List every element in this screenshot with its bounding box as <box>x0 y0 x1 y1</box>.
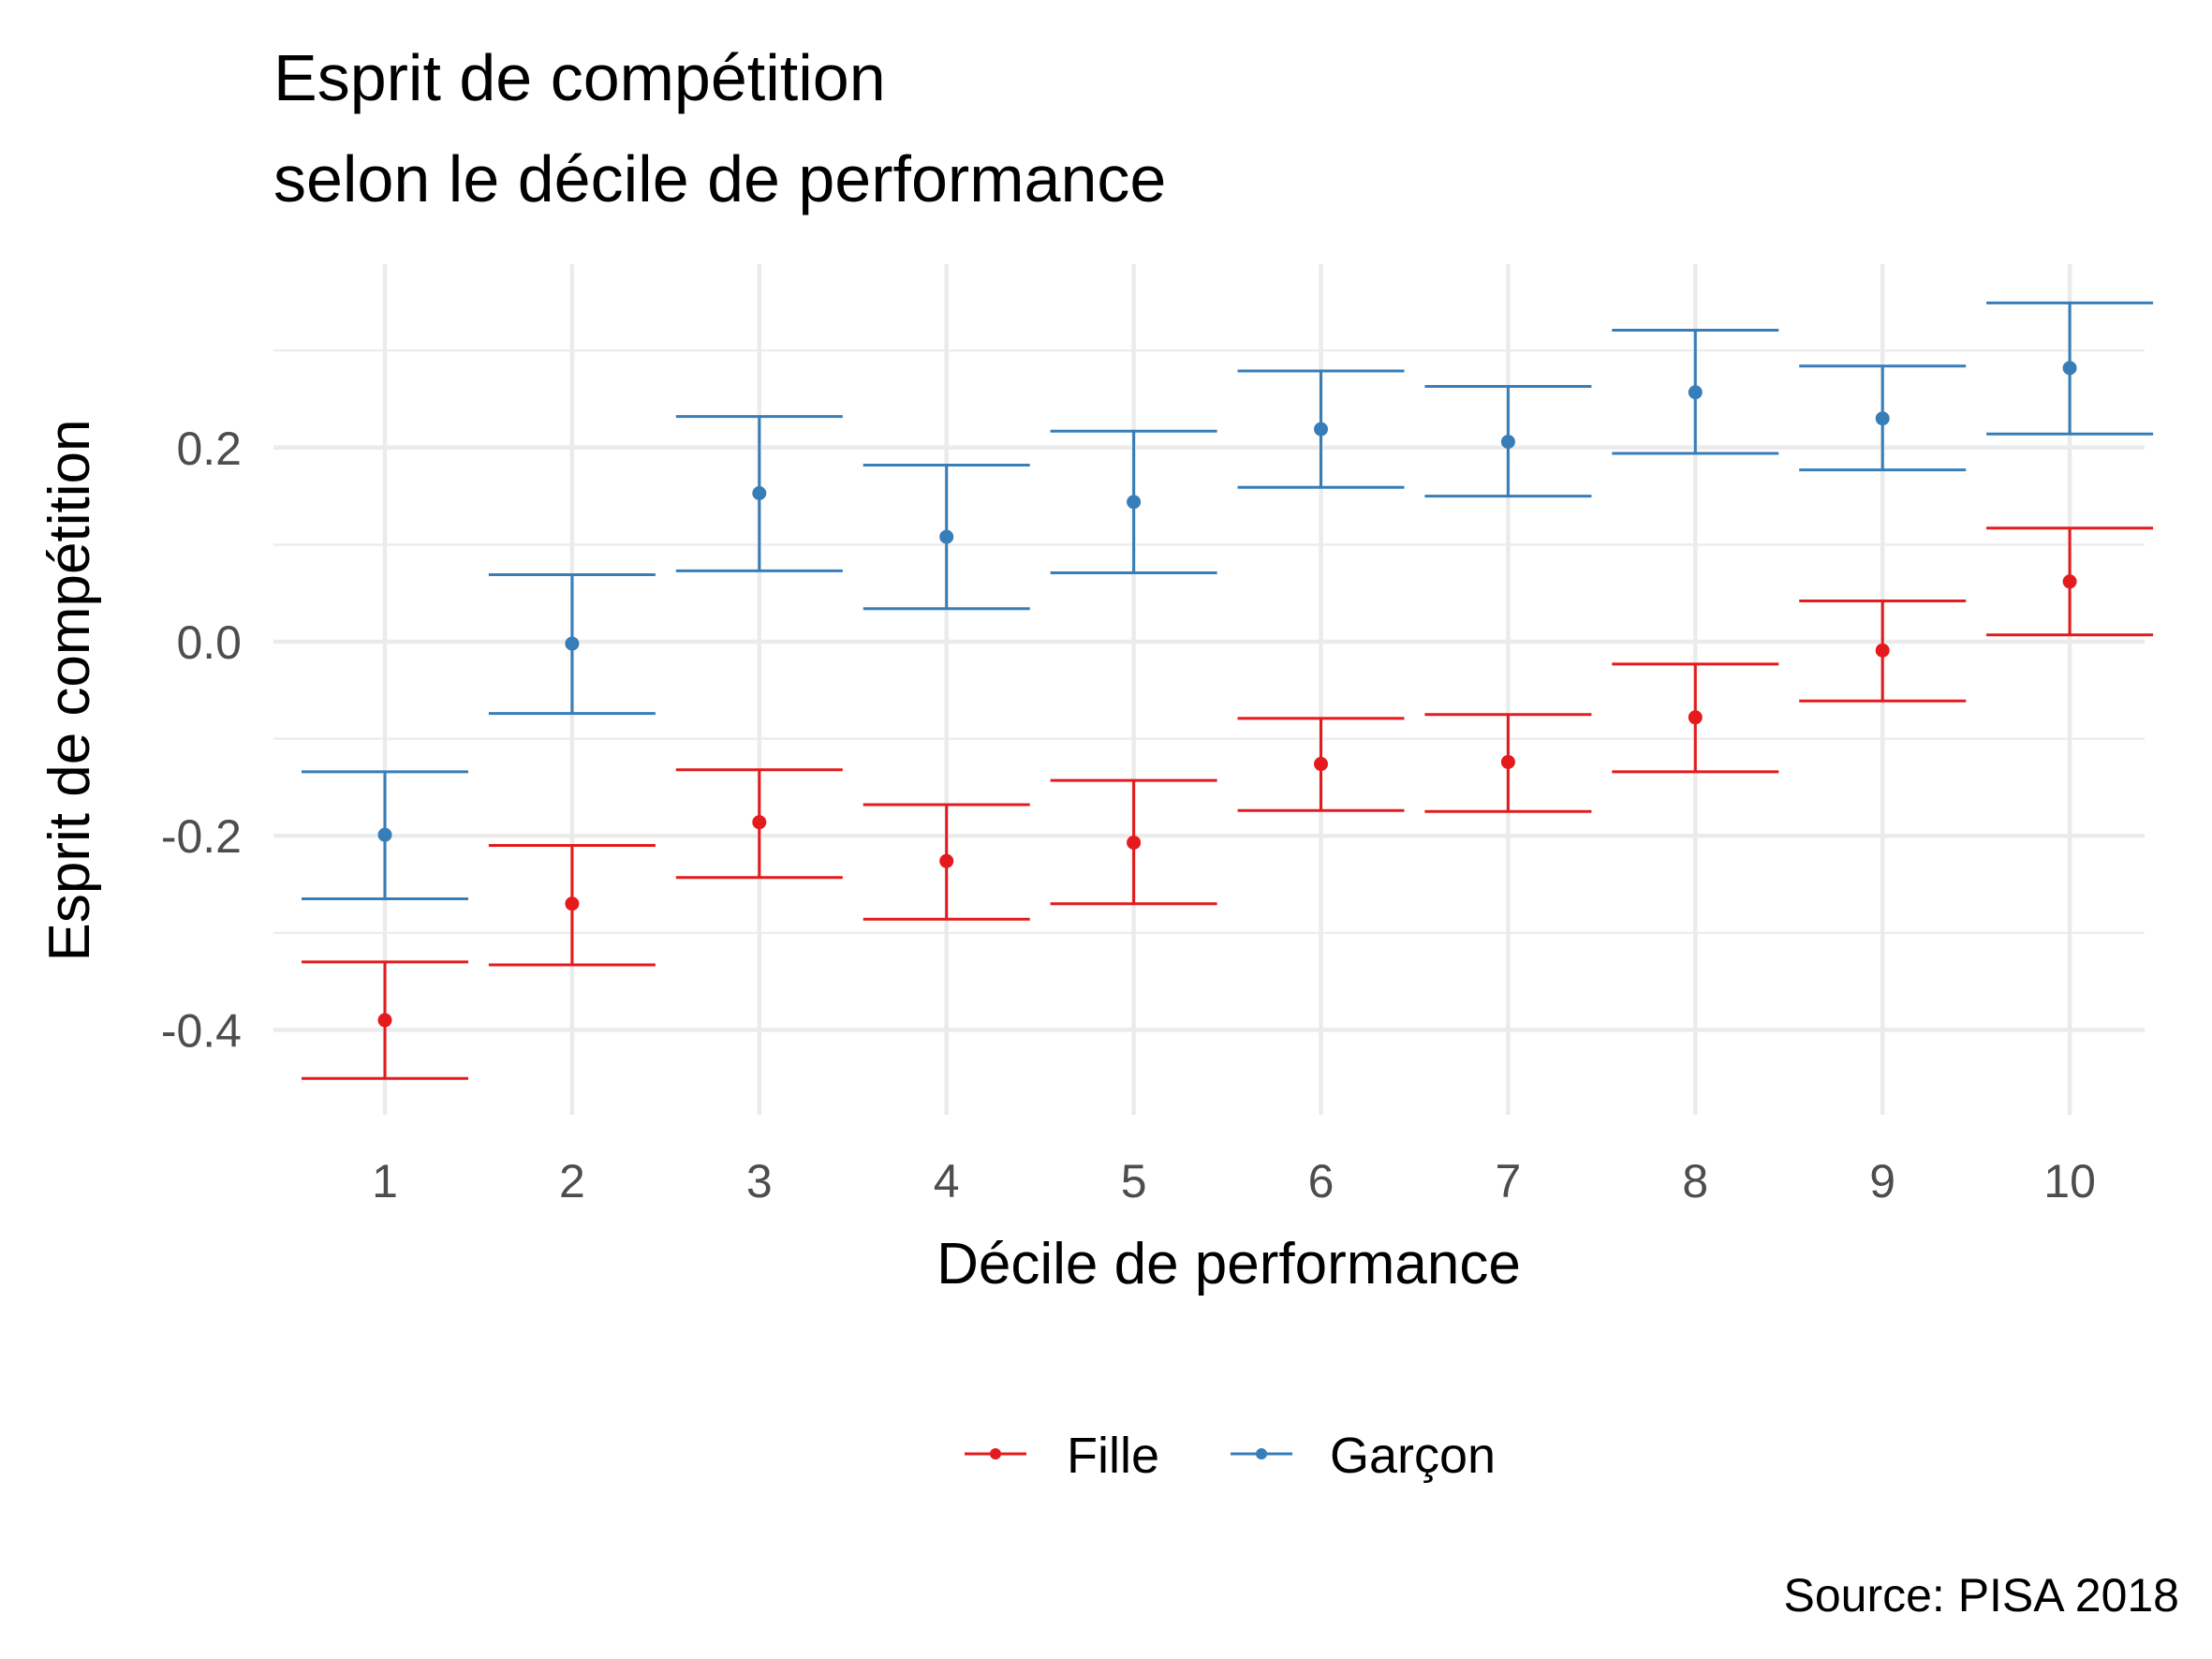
chart-caption: Source: PISA 2018 <box>1783 1569 2179 1622</box>
grid <box>273 264 2145 1115</box>
x-tick-label: 2 <box>559 1155 585 1207</box>
data-point <box>565 636 580 651</box>
legend-item-garcon: Garçon <box>1231 1428 1496 1484</box>
data-point <box>2062 361 2077 376</box>
data-point <box>752 815 767 830</box>
chart-marks <box>302 301 2154 1080</box>
chart-title-line-2: selon le décile de performance <box>273 142 1166 215</box>
x-tick-label: 4 <box>934 1155 960 1207</box>
data-point <box>377 1013 392 1028</box>
y-tick-label: -0.4 <box>161 1004 242 1057</box>
x-tick-label: 5 <box>1121 1155 1147 1207</box>
data-point <box>1127 495 1142 510</box>
data-point <box>1314 422 1328 437</box>
x-tick-label: 1 <box>372 1155 398 1207</box>
y-tick-label: 0.0 <box>176 616 242 669</box>
x-axis-title: Décile de performance <box>936 1232 1521 1296</box>
legend-label-fille: Fille <box>1067 1428 1159 1484</box>
x-tick-label: 9 <box>1869 1155 1895 1207</box>
legend-item-fille: Fille <box>965 1428 1159 1484</box>
data-point <box>1875 643 1890 658</box>
legend-key-point-garcon <box>1256 1448 1267 1459</box>
x-tick-label: 6 <box>1308 1155 1335 1207</box>
data-point <box>1688 385 1703 400</box>
y-tick-label: -0.2 <box>161 810 242 863</box>
legend-label-garcon: Garçon <box>1330 1428 1496 1484</box>
x-tick-label: 3 <box>746 1155 773 1207</box>
legend-key-point-fille <box>990 1448 1001 1459</box>
x-axis-ticks: 1 2 3 4 5 6 7 8 9 10 <box>372 1155 2096 1207</box>
series-fille <box>302 526 2154 1080</box>
chart-title-line-1: Esprit de compétition <box>273 41 886 114</box>
data-point <box>1127 835 1142 850</box>
data-point <box>939 853 954 868</box>
y-axis-ticks: -0.4 -0.2 0.0 0.2 <box>161 422 242 1058</box>
data-point <box>1875 411 1890 426</box>
y-tick-label: 0.2 <box>176 422 242 475</box>
x-tick-label: 7 <box>1495 1155 1521 1207</box>
y-axis-title: Esprit de compétition <box>37 420 102 962</box>
data-point <box>2062 574 2077 589</box>
legend: Fille Garçon <box>965 1428 1496 1484</box>
data-point <box>565 896 580 911</box>
series-garon <box>302 301 2154 901</box>
data-point <box>377 827 392 842</box>
x-tick-label: 10 <box>2043 1155 2096 1207</box>
data-point <box>1688 710 1703 725</box>
data-point <box>752 485 767 500</box>
data-point <box>1314 757 1328 772</box>
data-point <box>939 529 954 544</box>
data-point <box>1500 754 1515 769</box>
data-point <box>1500 435 1515 450</box>
x-tick-label: 8 <box>1682 1155 1708 1207</box>
